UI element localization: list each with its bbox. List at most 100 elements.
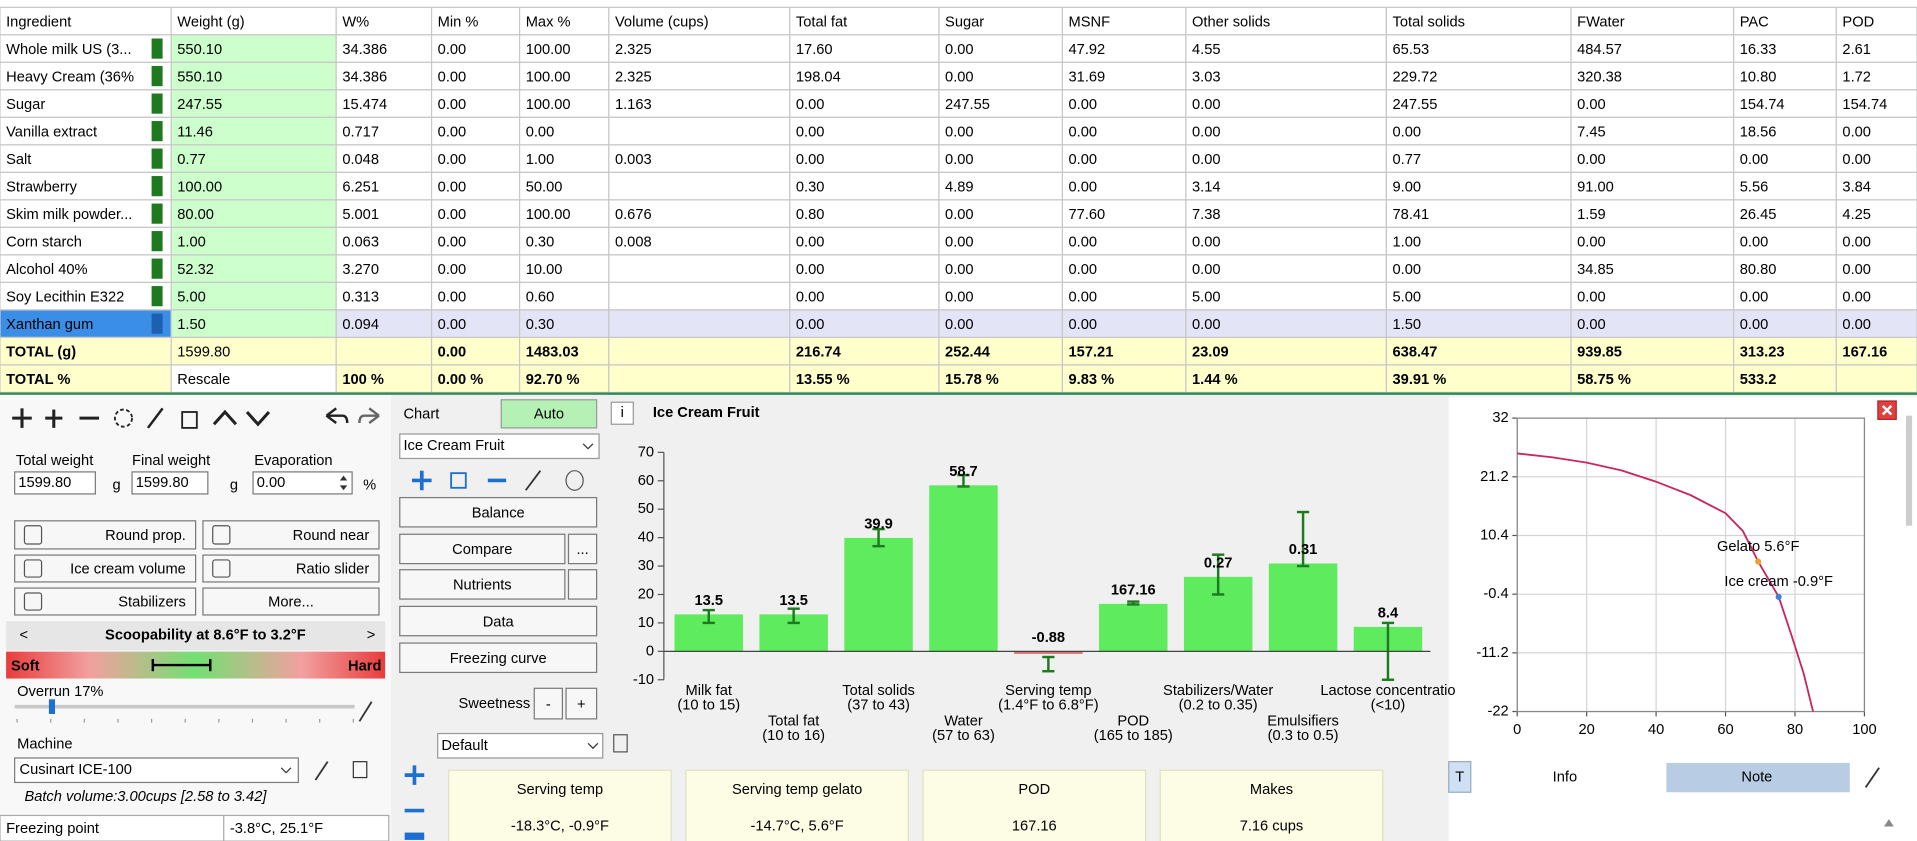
dropdown-text[interactable]: Cusinart ICE-100: [20, 762, 132, 778]
column-header[interactable]: Sugar: [945, 14, 984, 30]
table-cell[interactable]: [1061, 171, 1187, 201]
table-cell[interactable]: [608, 171, 791, 201]
chart-button[interactable]: [399, 569, 566, 600]
table-cell[interactable]: [1733, 254, 1837, 284]
chart-button-label[interactable]: Freezing curve: [450, 651, 547, 667]
table-cell[interactable]: [789, 34, 940, 63]
table-cell[interactable]: [608, 116, 791, 146]
icon-copy[interactable]: [450, 472, 467, 489]
table-cell[interactable]: [335, 61, 433, 91]
tab[interactable]: [1666, 762, 1850, 793]
slider-thumb[interactable]: [48, 699, 56, 714]
recipe-button-label[interactable]: Round near: [293, 528, 370, 544]
chart-button[interactable]: [399, 642, 598, 674]
input-text[interactable]: 0.00: [257, 475, 286, 491]
column-header[interactable]: POD: [1842, 14, 1874, 30]
table-cell[interactable]: [608, 254, 791, 284]
table-cell[interactable]: [1385, 226, 1572, 256]
column-header[interactable]: PAC: [1740, 14, 1769, 30]
table-cell[interactable]: [1835, 89, 1917, 118]
table-cell[interactable]: [608, 281, 791, 311]
table-cell[interactable]: [1385, 254, 1572, 284]
table-cell[interactable]: [430, 254, 521, 284]
tab-label[interactable]: Info: [1553, 770, 1577, 786]
table-cell[interactable]: [1733, 309, 1837, 339]
table-cell[interactable]: [170, 226, 337, 256]
table-cell[interactable]: [938, 309, 1064, 339]
table-cell[interactable]: [335, 171, 433, 201]
chart-button[interactable]: [399, 605, 598, 637]
info-label[interactable]: i: [621, 405, 624, 421]
more-button-label[interactable]: ...: [576, 542, 588, 558]
column-header[interactable]: Total fat: [796, 14, 847, 30]
table-cell[interactable]: [1733, 61, 1837, 91]
table-cell[interactable]: [938, 89, 1064, 118]
table-cell[interactable]: [518, 116, 610, 146]
nav-next[interactable]: >: [367, 628, 376, 644]
info-button[interactable]: [610, 401, 634, 425]
table-cell[interactable]: [1185, 226, 1388, 256]
table-cell[interactable]: [1835, 116, 1917, 146]
table-cell[interactable]: [518, 254, 610, 284]
chart-button[interactable]: [399, 533, 566, 565]
tab-label[interactable]: T: [1455, 770, 1464, 786]
table-cell[interactable]: [430, 89, 521, 118]
column-header[interactable]: FWater: [1577, 14, 1625, 30]
table-cell[interactable]: [170, 281, 337, 311]
table-cell[interactable]: [1385, 61, 1572, 91]
more-button[interactable]: [567, 533, 598, 565]
sweetness-minus-label[interactable]: -: [546, 697, 551, 713]
column-header[interactable]: Weight (g): [177, 14, 244, 30]
table-cell[interactable]: [518, 199, 610, 229]
table-cell[interactable]: [789, 144, 940, 173]
table-cell[interactable]: [1185, 281, 1388, 311]
table-cell[interactable]: [1570, 116, 1735, 146]
chart-button-label[interactable]: Nutrients: [453, 578, 512, 594]
table-cell[interactable]: [1385, 309, 1572, 339]
table-cell[interactable]: [938, 171, 1064, 201]
table-cell[interactable]: [1570, 144, 1735, 173]
input-evaporation[interactable]: [252, 471, 353, 495]
column-header[interactable]: Other solids: [1192, 14, 1270, 30]
tab[interactable]: [1448, 761, 1472, 793]
table-cell[interactable]: [518, 144, 610, 173]
chart-button-label[interactable]: Balance: [472, 505, 525, 521]
table-cell[interactable]: [0, 254, 172, 284]
chart-button-label[interactable]: Compare: [452, 542, 512, 558]
table-cell[interactable]: [518, 226, 610, 256]
column-header[interactable]: Max %: [526, 14, 571, 30]
table-cell[interactable]: [1733, 89, 1837, 118]
table-cell[interactable]: [1733, 199, 1837, 229]
dropdown-text[interactable]: Default: [441, 738, 487, 754]
icon-down[interactable]: [245, 410, 271, 427]
table-cell[interactable]: [430, 144, 521, 173]
table-cell[interactable]: [518, 309, 610, 339]
spinner-down[interactable]: [339, 485, 348, 491]
table-cell[interactable]: [1570, 61, 1735, 91]
table-cell[interactable]: [0, 34, 172, 63]
nav-prev[interactable]: <: [20, 628, 29, 644]
table-cell[interactable]: [1385, 171, 1572, 201]
recipe-button[interactable]: [202, 587, 380, 616]
input-text[interactable]: 1599.80: [18, 475, 71, 491]
dropdown-text[interactable]: Ice Cream Fruit: [403, 438, 504, 454]
table-cell[interactable]: [789, 281, 940, 311]
scroll-arrow[interactable]: [1883, 819, 1894, 827]
table-cell[interactable]: [1835, 171, 1917, 201]
table-cell[interactable]: [1733, 226, 1837, 256]
table-cell[interactable]: [1570, 89, 1735, 118]
table-cell[interactable]: [0, 89, 172, 118]
table-cell[interactable]: [1835, 281, 1917, 311]
icon-cup[interactable]: [352, 761, 368, 779]
column-header[interactable]: MSNF: [1069, 14, 1111, 30]
table-cell[interactable]: [170, 89, 337, 118]
auto-label[interactable]: Auto: [534, 406, 564, 422]
sweetness-minus[interactable]: [533, 687, 563, 720]
table-cell[interactable]: [335, 116, 433, 146]
table-cell[interactable]: [1733, 116, 1837, 146]
table-cell[interactable]: [0, 199, 172, 229]
column-header[interactable]: Min %: [438, 14, 479, 30]
table-cell[interactable]: [335, 34, 433, 63]
input-final-weight[interactable]: [131, 471, 209, 495]
recipe-button[interactable]: [202, 520, 380, 550]
